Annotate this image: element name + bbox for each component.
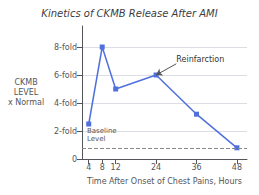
svg-text:8: 8 <box>100 163 105 172</box>
svg-text:x Normal: x Normal <box>8 98 44 107</box>
svg-text:CKMB: CKMB <box>14 78 37 87</box>
svg-text:4-fold: 4-fold <box>54 99 77 108</box>
svg-text:12: 12 <box>111 163 121 172</box>
svg-text:Time After Onset of Chest Pain: Time After Onset of Chest Pains, Hours <box>86 177 242 186</box>
svg-text:Baseline: Baseline <box>87 127 117 135</box>
svg-text:LEVEL: LEVEL <box>14 88 39 97</box>
svg-text:2-fold: 2-fold <box>54 127 77 136</box>
svg-text:Reinfarction: Reinfarction <box>176 55 224 64</box>
svg-text:36: 36 <box>191 163 201 172</box>
svg-text:24: 24 <box>151 163 161 172</box>
svg-text:4: 4 <box>86 163 91 172</box>
svg-text:0: 0 <box>72 155 77 164</box>
svg-text:Kinetics of CKMB Release After: Kinetics of CKMB Release After AMI <box>41 8 217 19</box>
svg-text:48: 48 <box>232 163 242 172</box>
svg-text:8-fold: 8-fold <box>54 43 77 52</box>
svg-text:Level: Level <box>87 135 106 143</box>
svg-text:6-fold: 6-fold <box>54 71 77 80</box>
